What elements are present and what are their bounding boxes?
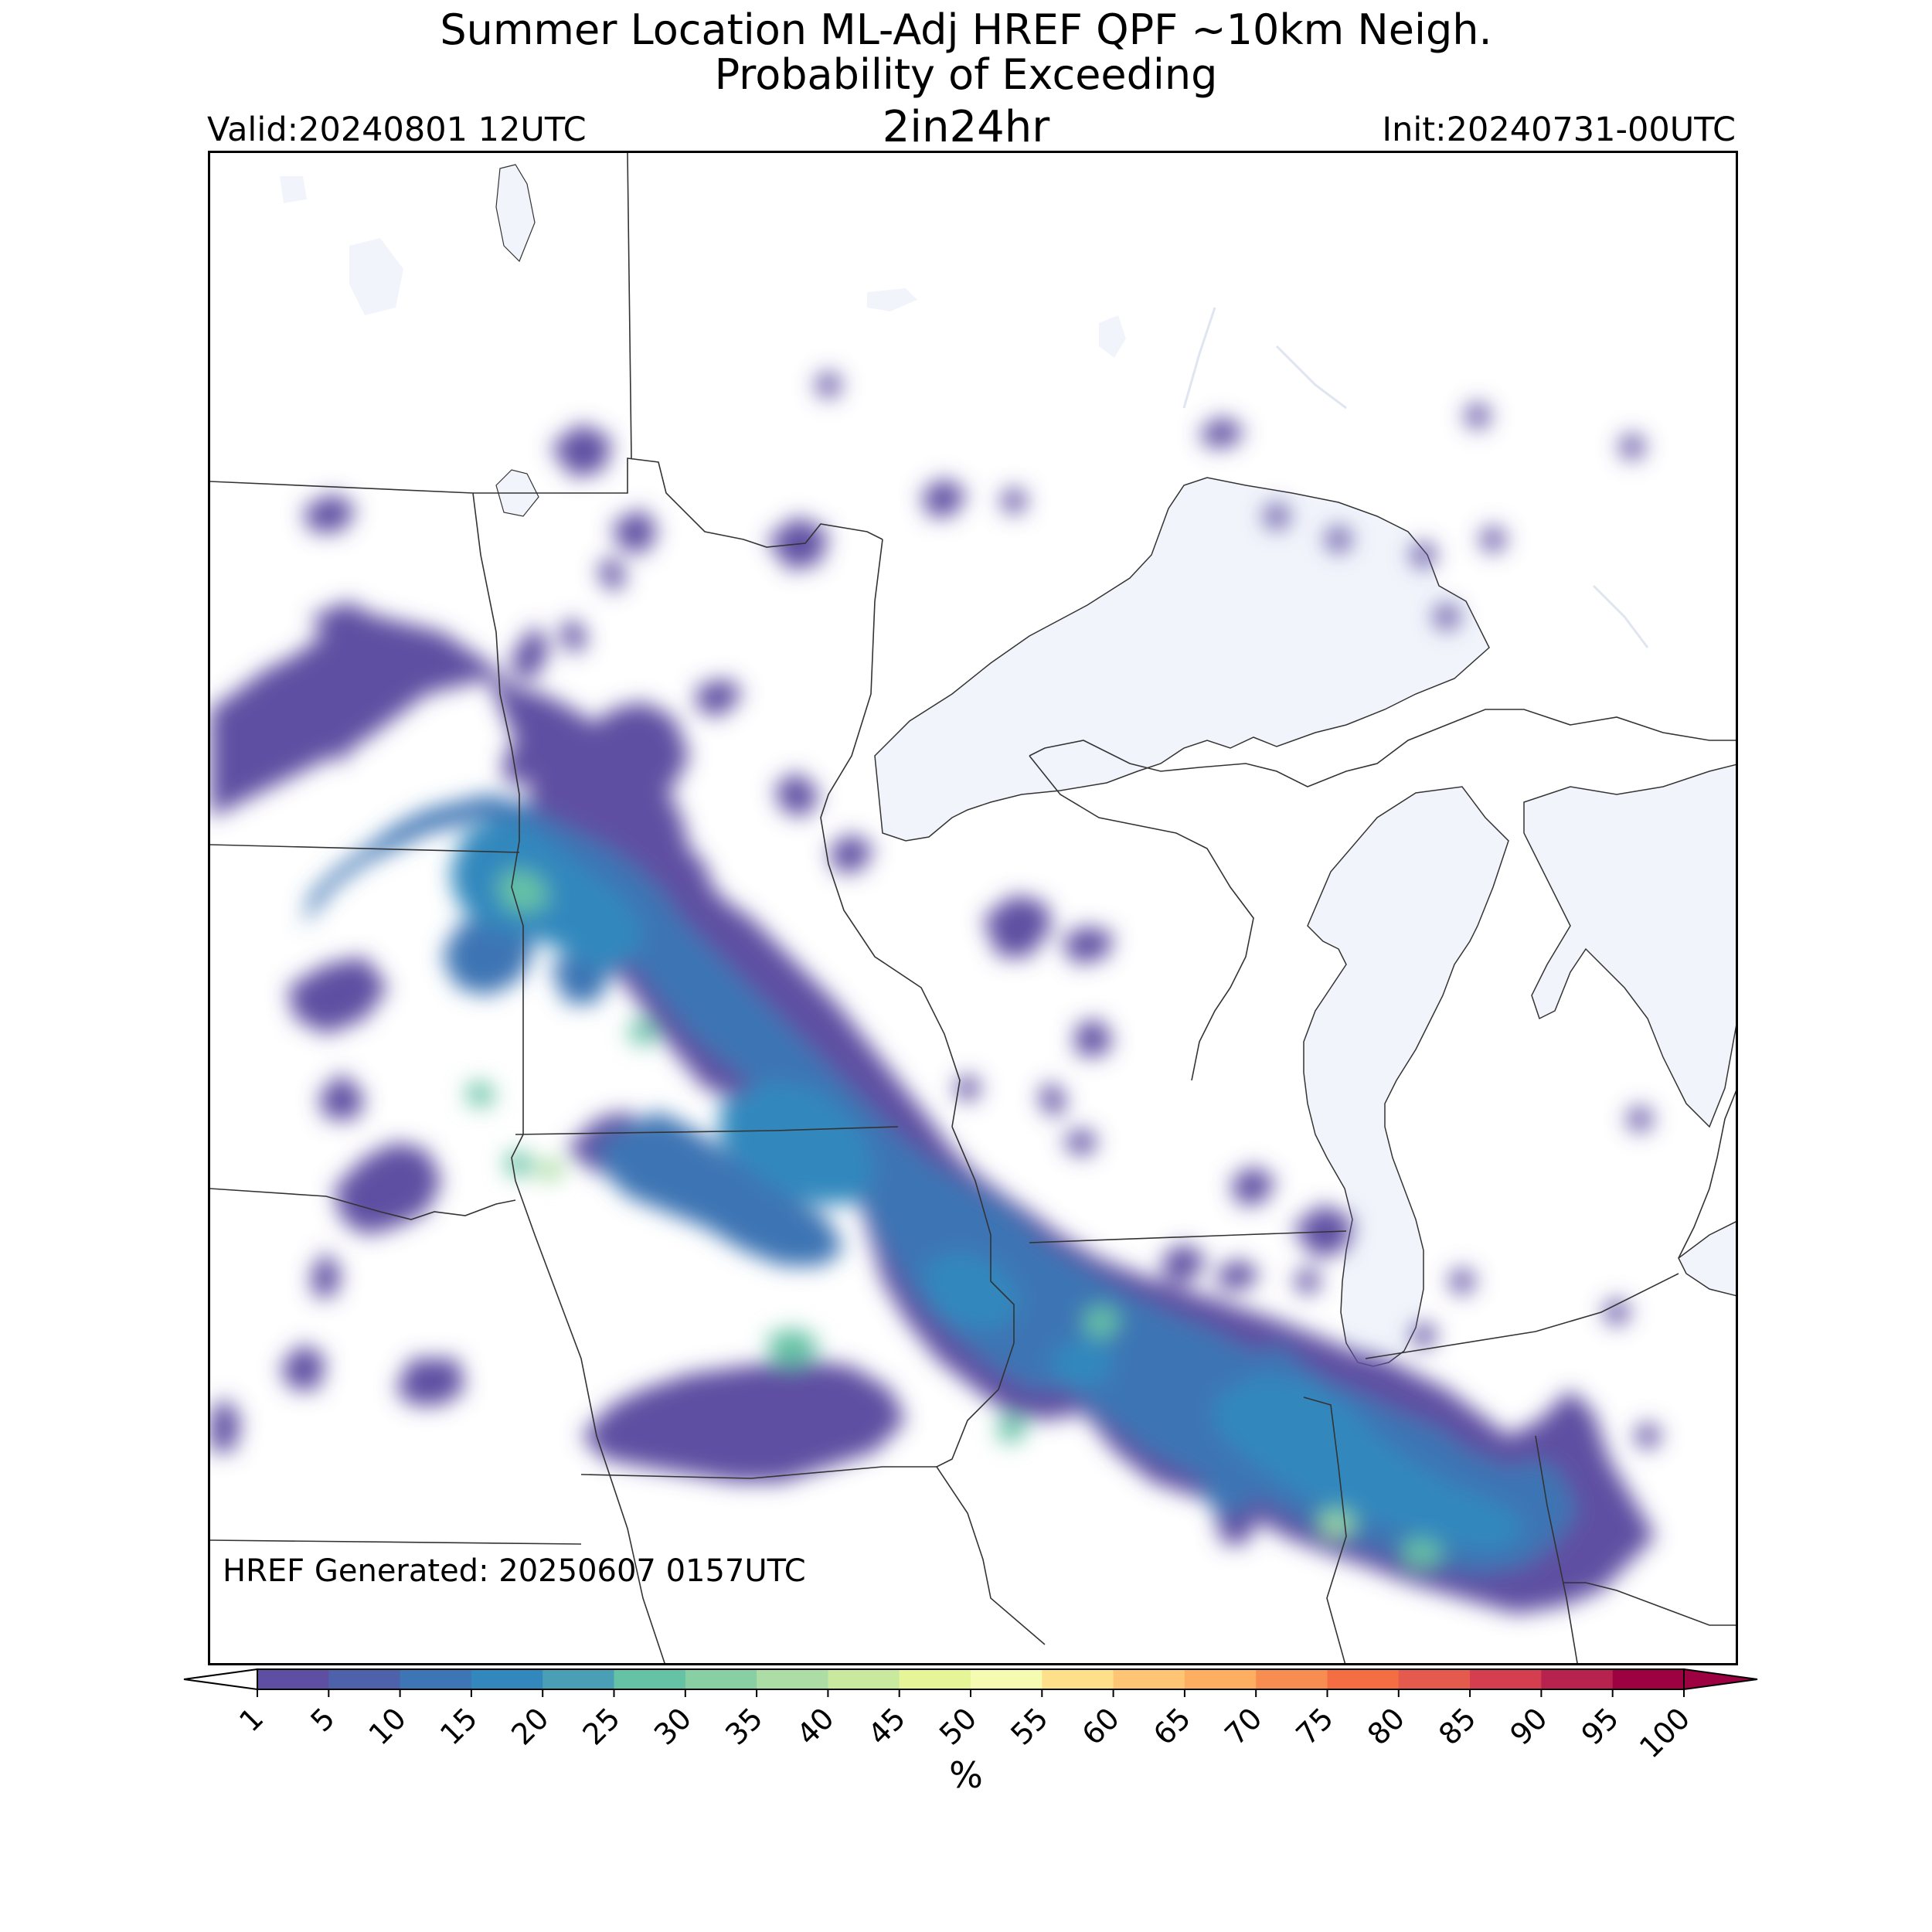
colorbar-cell [1398, 1669, 1471, 1689]
mn-sd-border [511, 926, 524, 1182]
valid-time-label: Valid:20240801 12UTC [207, 111, 587, 149]
ontario-rivers-layer [1182, 307, 1649, 648]
colorbar-cell [757, 1669, 828, 1689]
colorbar-cell [1256, 1669, 1328, 1689]
boundaries-layer [210, 153, 1736, 1663]
colorbar-tick-label: 50 [933, 1701, 983, 1751]
lake-superior [874, 477, 1490, 842]
colorbar-tick-label: 90 [1503, 1701, 1553, 1751]
colorbar-tick-label: 5 [304, 1701, 341, 1738]
mn-wi-border [820, 539, 961, 1128]
in-oh-border [1535, 1435, 1578, 1663]
ne-ks-border [210, 1539, 582, 1545]
chart-title-line-1: Summer Location ML-Adj HREF QPF ~10km Ne… [440, 5, 1492, 54]
lake-winnipeg [495, 164, 536, 263]
probability-field [210, 369, 1663, 1614]
in-mi-border [1365, 1273, 1679, 1359]
ne-sd-border [210, 1188, 516, 1220]
colorbar-tick-label: 15 [434, 1701, 484, 1751]
colorbar-cell [828, 1669, 900, 1689]
colorbar-cell [899, 1669, 971, 1689]
michigan-up-shore [1029, 709, 1736, 787]
lower-michigan-east [1678, 1090, 1736, 1259]
manitoba-ontario-border [627, 153, 632, 459]
colorbar-tick-label: 65 [1147, 1701, 1197, 1751]
colorbar-tick-label: 1 [233, 1701, 270, 1738]
map-panel[interactable] [208, 151, 1738, 1665]
ohio-river [1563, 1582, 1736, 1626]
sd-nd-border [210, 844, 520, 853]
colorbar-tick-label: 20 [505, 1701, 555, 1751]
generated-timestamp: HREF Generated: 20250607 0157UTC [223, 1553, 806, 1589]
colorbar-tick-label: 10 [362, 1701, 413, 1751]
probability-map [210, 153, 1736, 1663]
colorbar-tick-label: 40 [790, 1701, 840, 1751]
colorbar: 1 5 10 15 20 25 30 35 40 45 50 55 60 65 70 75 80 85 90 95 10… [183, 1668, 1758, 1765]
wi-il-border [1029, 1230, 1347, 1243]
colorbar-cell [1470, 1669, 1542, 1689]
colorbar-cell [971, 1669, 1043, 1689]
ne-ia-border [515, 1180, 665, 1663]
canada-us-border [210, 457, 883, 548]
colorbar-tick-label: 70 [1218, 1701, 1268, 1751]
colorbar-tick-label: 80 [1361, 1701, 1411, 1751]
colorbar-cell [400, 1669, 472, 1689]
il-in-border [1303, 1396, 1347, 1663]
colorbar-cell [1612, 1669, 1685, 1689]
chart-title-threshold: 2in24hr [882, 102, 1050, 152]
init-time-label: Init:20240731-00UTC [1382, 111, 1736, 149]
lake-erie-edge [1678, 1221, 1736, 1297]
colorbar-tick-label: 45 [862, 1701, 912, 1751]
colorbar-tick-label: 35 [719, 1701, 769, 1751]
colorbar-over-extension [1683, 1668, 1758, 1691]
colorbar-under-extension [183, 1668, 258, 1691]
colorbar-cell [471, 1669, 543, 1689]
nd-mn-border [472, 492, 524, 927]
colorbar-cell [328, 1669, 401, 1689]
wi-mi-border [1029, 755, 1254, 1081]
colorbar-cell [1327, 1669, 1400, 1689]
colorbar-cell [1042, 1669, 1114, 1689]
colorbar-tick-label: 30 [648, 1701, 698, 1751]
colorbar-cell [1184, 1669, 1257, 1689]
colorbar-cell [1541, 1669, 1614, 1689]
colorbar-cell [543, 1669, 614, 1689]
mn-ia-border [515, 1126, 899, 1135]
ia-il-border [935, 1342, 1046, 1645]
colorbar-cell [685, 1669, 757, 1689]
ia-mo-border [580, 1466, 937, 1479]
lakes-layer [280, 164, 1736, 1367]
lake-huron [1523, 764, 1736, 1128]
wi-ia-border [951, 1126, 1015, 1343]
colorbar-tick-label: 95 [1575, 1701, 1625, 1751]
colorbar-cell [257, 1669, 329, 1689]
colorbar-tick-label: 60 [1076, 1701, 1126, 1751]
colorbar-tick-label: 25 [577, 1701, 627, 1751]
colorbar-tick-label: 75 [1290, 1701, 1340, 1751]
lake-michigan [1303, 786, 1509, 1367]
chart-title-line-2: Probability of Exceeding [714, 50, 1218, 99]
colorbar-tick-label: 55 [1004, 1701, 1054, 1751]
colorbar-cell [1113, 1669, 1185, 1689]
colorbar-tick-label: 85 [1432, 1701, 1482, 1751]
colorbar-unit-label: % [949, 1754, 983, 1796]
colorbar-cell [614, 1669, 686, 1689]
